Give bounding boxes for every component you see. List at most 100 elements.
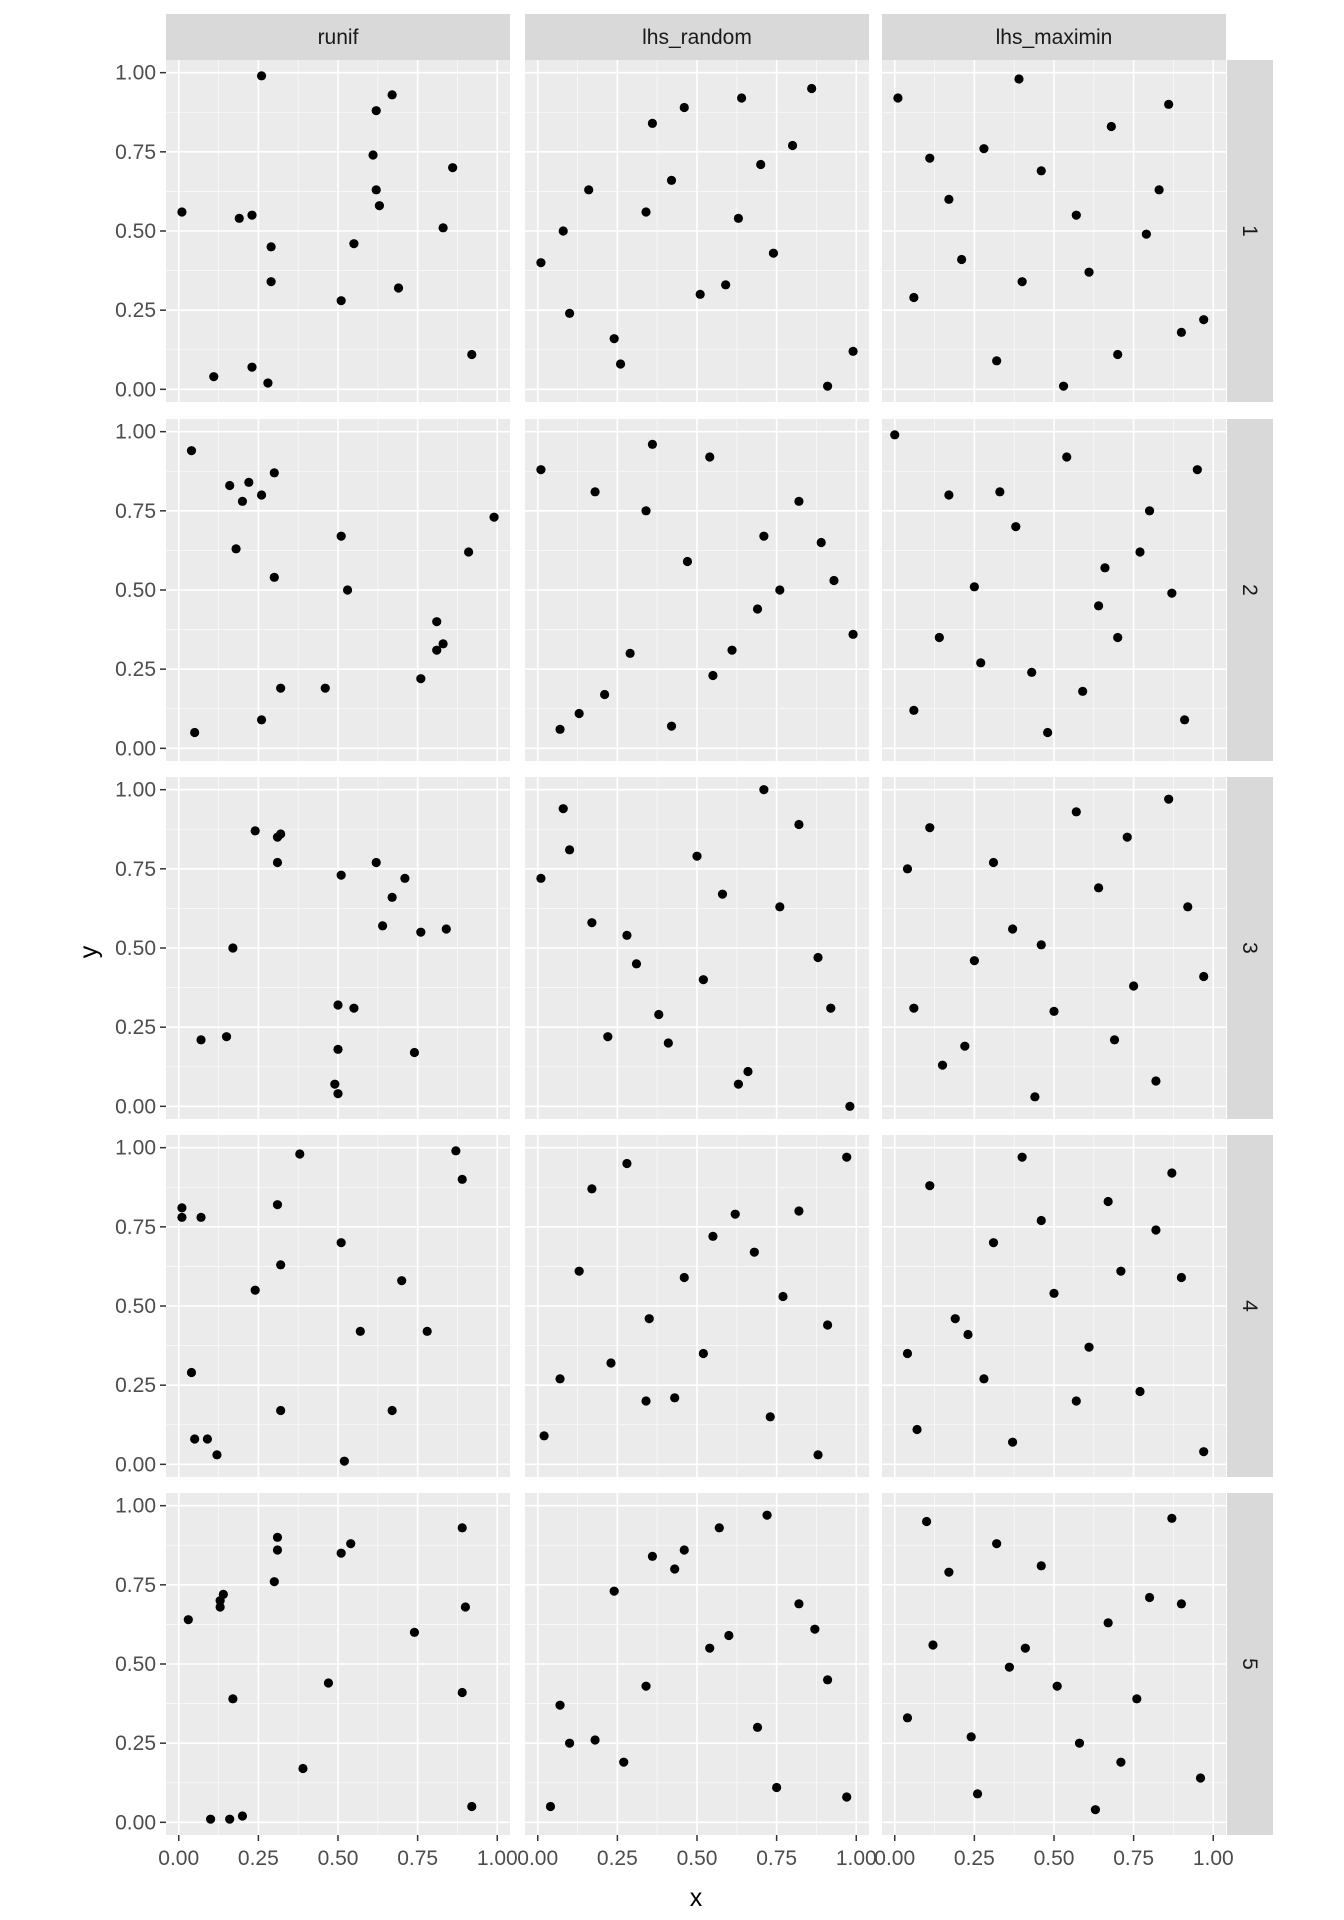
data-point bbox=[666, 175, 677, 185]
data-point bbox=[730, 1209, 740, 1219]
data-point bbox=[555, 724, 565, 734]
data-point bbox=[1036, 166, 1046, 176]
data-point bbox=[1071, 807, 1081, 817]
data-point bbox=[654, 1009, 664, 1020]
y-tick-label: 0.50 bbox=[115, 1295, 156, 1318]
data-point bbox=[666, 721, 677, 731]
data-point bbox=[574, 1266, 584, 1276]
data-point bbox=[221, 1032, 232, 1042]
x-tick-label: 0.75 bbox=[1113, 1847, 1154, 1870]
data-point bbox=[966, 1732, 976, 1742]
data-point bbox=[371, 185, 381, 195]
data-point bbox=[972, 1789, 983, 1799]
data-point bbox=[177, 1203, 187, 1213]
data-point bbox=[451, 1146, 461, 1156]
data-point bbox=[979, 1374, 989, 1384]
data-point bbox=[1100, 563, 1110, 573]
data-point bbox=[743, 1066, 753, 1077]
data-point bbox=[944, 1567, 954, 1577]
data-point bbox=[333, 1044, 343, 1054]
y-tick-label: 0.00 bbox=[115, 378, 156, 401]
data-point bbox=[705, 452, 715, 462]
data-point bbox=[644, 1314, 654, 1324]
data-point bbox=[266, 277, 276, 287]
data-point bbox=[902, 1348, 913, 1359]
data-point bbox=[558, 226, 568, 236]
data-point bbox=[374, 201, 385, 211]
data-point bbox=[641, 506, 651, 516]
data-point bbox=[950, 1314, 960, 1324]
y-tick-label: 0.25 bbox=[115, 299, 156, 322]
data-point bbox=[1164, 99, 1174, 109]
data-point bbox=[432, 617, 442, 627]
data-point bbox=[371, 857, 381, 868]
data-point bbox=[432, 645, 442, 655]
data-point bbox=[1135, 547, 1145, 557]
data-point bbox=[272, 1200, 283, 1210]
data-point bbox=[177, 207, 187, 217]
data-point bbox=[336, 1548, 346, 1558]
data-point bbox=[536, 873, 546, 883]
y-tick-label: 0.75 bbox=[115, 1574, 156, 1597]
data-point bbox=[603, 1032, 613, 1042]
x-tick-label: 0.25 bbox=[954, 1847, 995, 1870]
data-point bbox=[320, 683, 330, 693]
data-point bbox=[736, 93, 747, 103]
y-tick-label: 0.00 bbox=[115, 737, 156, 760]
facet-strip-right bbox=[1227, 419, 1273, 761]
data-point bbox=[489, 512, 499, 522]
data-point bbox=[276, 829, 286, 839]
data-point bbox=[1071, 1396, 1081, 1406]
data-point bbox=[1074, 1738, 1085, 1748]
data-point bbox=[225, 1814, 235, 1824]
data-point bbox=[724, 1630, 734, 1641]
data-point bbox=[609, 334, 619, 344]
data-point bbox=[647, 118, 658, 128]
y-axis-title: y bbox=[75, 945, 103, 958]
data-point bbox=[749, 1247, 759, 1257]
data-point bbox=[346, 1539, 356, 1549]
x-tick-label: 1.00 bbox=[1193, 1847, 1234, 1870]
data-point bbox=[829, 575, 839, 586]
x-tick-label: 0.00 bbox=[517, 1847, 558, 1870]
data-point bbox=[902, 1713, 913, 1723]
data-point bbox=[202, 1434, 213, 1444]
data-point bbox=[215, 1602, 225, 1612]
data-point bbox=[957, 254, 967, 265]
data-point bbox=[1017, 277, 1027, 287]
facet-label-row-1: 1 bbox=[1238, 225, 1261, 237]
data-point bbox=[692, 851, 702, 861]
data-point bbox=[1020, 1643, 1030, 1653]
data-point bbox=[1049, 1006, 1059, 1016]
data-point bbox=[1167, 1513, 1177, 1523]
data-point bbox=[619, 1757, 629, 1767]
data-point bbox=[1167, 1168, 1177, 1178]
data-point bbox=[733, 213, 744, 223]
data-point bbox=[842, 1152, 852, 1162]
data-point bbox=[979, 144, 989, 154]
data-point bbox=[1179, 715, 1190, 725]
data-point bbox=[298, 1763, 308, 1774]
data-point bbox=[333, 1089, 343, 1099]
data-point bbox=[727, 645, 737, 655]
data-point bbox=[775, 585, 785, 595]
data-point bbox=[1093, 601, 1104, 611]
data-point bbox=[196, 1035, 206, 1045]
data-point bbox=[590, 1735, 600, 1745]
data-point bbox=[609, 1586, 619, 1596]
data-point bbox=[393, 283, 404, 293]
data-point bbox=[457, 1523, 467, 1533]
data-point bbox=[670, 1393, 680, 1403]
data-point bbox=[339, 1456, 349, 1466]
data-point bbox=[682, 556, 693, 567]
data-point bbox=[622, 1158, 632, 1169]
y-tick-label: 0.25 bbox=[115, 658, 156, 681]
data-point bbox=[679, 1545, 689, 1555]
facet-strip-right bbox=[1227, 777, 1273, 1119]
data-point bbox=[631, 959, 642, 969]
data-point bbox=[708, 1231, 718, 1241]
data-point bbox=[679, 102, 689, 113]
data-point bbox=[1084, 267, 1094, 277]
facet-label-runif: runif bbox=[318, 26, 359, 49]
